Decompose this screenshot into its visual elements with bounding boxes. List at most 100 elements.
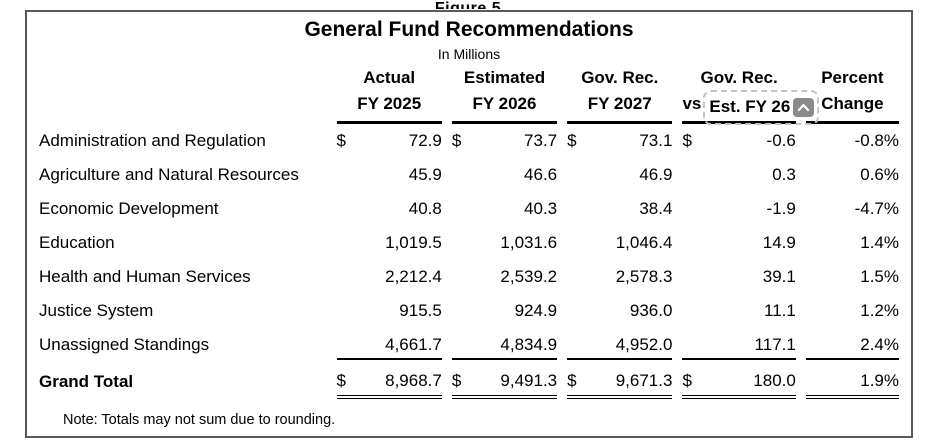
row-label: Justice System <box>39 301 154 320</box>
amount-cell: 915.5 <box>337 294 442 328</box>
header-govrec-vs-est-fy26: Gov. Rec. vs Est. FY 26 <box>682 62 820 125</box>
amount-cell: 4,661.7 <box>336 328 442 362</box>
cell-value: 72.9 <box>408 131 442 150</box>
cell-value: 2.4% <box>860 335 899 354</box>
amount-cell: 38.4 <box>567 192 672 226</box>
cell-value: -0.6 <box>766 131 796 150</box>
annotation-highlight-box: Est. FY 26 <box>703 90 820 125</box>
table-row: Education 1,019.5 1,031.6 1,046.4 14.9 1.4% <box>39 226 899 260</box>
amount-cell: 2,578.3 <box>567 260 673 294</box>
cell-value: -0.8% <box>854 131 899 150</box>
percent-cell: 1.9% <box>805 362 899 402</box>
figure-frame: General Fund Recommendations In Millions… <box>25 10 913 438</box>
vs-label: vs <box>682 94 702 113</box>
cell-value: 4,661.7 <box>385 335 442 354</box>
cell-value: 180.0 <box>753 371 796 390</box>
percent-cell: 0.6% <box>806 158 899 192</box>
amount-cell: $9,491.3 <box>451 362 558 402</box>
row-label: Economic Development <box>39 199 219 218</box>
amount-cell: 1,046.4 <box>567 226 673 260</box>
cell-value: 73.7 <box>524 131 558 150</box>
amount-cell: 14.9 <box>682 226 796 260</box>
dollar-sign: $ <box>336 371 347 390</box>
amount-cell: 4,834.9 <box>451 328 558 362</box>
table-row: Unassigned Standings 4,661.7 4,834.9 4,952.… <box>39 328 899 362</box>
dollar-sign: $ <box>451 371 462 390</box>
general-fund-table: Actual FY 2025 Estimated FY 2026 Gov. Re… <box>29 62 909 402</box>
cell-value: 4,952.0 <box>615 335 673 354</box>
dollar-sign: $ <box>682 131 692 150</box>
cell-value: 4,834.9 <box>500 335 558 354</box>
cell-value: 1.2% <box>860 301 899 320</box>
cell-value: 8,968.7 <box>385 371 442 390</box>
amount-cell: 46.6 <box>452 158 557 192</box>
dollar-sign: $ <box>567 371 577 390</box>
header-actual-fy2025: Actual FY 2025 <box>336 62 442 124</box>
cell-value: 45.9 <box>408 165 442 184</box>
row-label: Agriculture and Natural Resources <box>39 165 299 184</box>
amount-cell: 46.9 <box>567 158 672 192</box>
cell-value: 0.6% <box>860 165 899 184</box>
header-govrec-fy2027: Gov. Rec. FY 2027 <box>567 62 673 124</box>
amount-cell: 2,539.2 <box>452 260 557 294</box>
row-label: Education <box>39 233 115 252</box>
amount-cell: 2,212.4 <box>337 260 442 294</box>
footnote: Note: Totals may not sum due to rounding… <box>63 412 336 428</box>
cell-value: 924.9 <box>514 301 558 320</box>
percent-cell: 1.5% <box>806 260 899 294</box>
amount-cell: $73.7 <box>452 124 557 158</box>
dollar-sign: $ <box>336 131 347 150</box>
row-label: Administration and Regulation <box>39 131 266 150</box>
percent-cell: -4.7% <box>806 192 899 226</box>
amount-cell: 117.1 <box>682 328 796 362</box>
cell-value: 46.9 <box>639 165 673 184</box>
amount-cell: 924.9 <box>452 294 558 328</box>
cell-value: 1.4% <box>860 233 899 252</box>
row-label: Health and Human Services <box>39 267 251 286</box>
table-row: Administration and Regulation $72.9 $73.7 $… <box>39 124 899 158</box>
cell-value: 40.3 <box>524 199 558 218</box>
cell-value: 9,491.3 <box>500 371 558 390</box>
cell-value: 9,671.3 <box>615 371 673 390</box>
boxed-header-text: Est. FY 26 <box>709 97 791 116</box>
cell-value: 936.0 <box>629 301 673 320</box>
percent-cell: -0.8% <box>806 124 899 158</box>
chevron-up-icon[interactable] <box>793 97 815 117</box>
amount-cell: $ -0.6 <box>682 124 795 158</box>
table-title: General Fund Recommendations <box>304 18 634 41</box>
cell-value: 0.3 <box>772 165 796 184</box>
cell-value: 2,578.3 <box>615 267 673 286</box>
amount-cell: 11.1 <box>682 294 796 328</box>
table-row: Economic Development 40.8 40.3 38.4 -1.9 -4.7… <box>39 192 899 226</box>
amount-cell: $73.1 <box>567 124 672 158</box>
amount-cell: $9,671.3 <box>567 362 673 402</box>
cell-value: 39.1 <box>762 267 796 286</box>
table-row: Health and Human Services 2,212.4 2,539.2 2… <box>39 260 899 294</box>
table-row: Agriculture and Natural Resources 45.9 46.… <box>39 158 899 192</box>
cell-value: 73.1 <box>639 131 673 150</box>
cell-value: 40.8 <box>408 199 442 218</box>
amount-cell: $8,968.7 <box>336 362 442 402</box>
header-percent-change: Percent Change <box>805 62 899 124</box>
cell-value: 1.9% <box>860 371 899 390</box>
amount-cell: 40.3 <box>452 192 557 226</box>
table-row: Justice System 915.5 924.9 936.0 11.1 1.2% <box>39 294 899 328</box>
percent-cell: 1.4% <box>806 226 899 260</box>
cell-value: 2,539.2 <box>500 267 558 286</box>
amount-cell: -1.9 <box>682 192 796 226</box>
percent-cell: 1.2% <box>806 294 899 328</box>
cell-value: 46.6 <box>524 165 558 184</box>
amount-cell: 936.0 <box>567 294 673 328</box>
cell-value: -1.9 <box>766 199 796 218</box>
cell-value: 1,019.5 <box>385 233 442 252</box>
cell-value: 1,046.4 <box>615 233 673 252</box>
amount-cell: 39.1 <box>682 260 796 294</box>
cell-value: 1,031.6 <box>500 233 558 252</box>
row-label: Grand Total <box>39 372 134 391</box>
table-subtitle: In Millions <box>437 46 501 62</box>
cell-value: 1.5% <box>860 267 899 286</box>
figure-caption-clipped: Figure 5 <box>0 0 936 9</box>
amount-cell: 1,019.5 <box>337 226 442 260</box>
amount-cell: $180.0 <box>682 362 796 402</box>
